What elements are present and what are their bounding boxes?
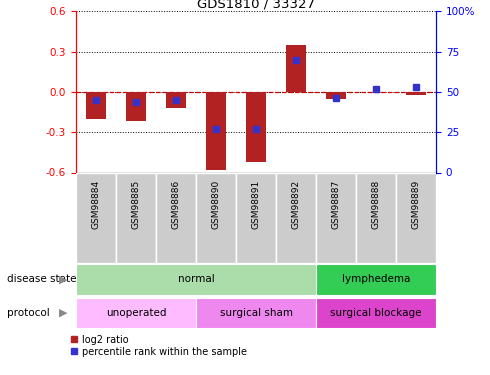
Text: unoperated: unoperated — [106, 308, 166, 318]
Legend: log2 ratio, percentile rank within the sample: log2 ratio, percentile rank within the s… — [71, 335, 246, 357]
Text: surgical blockage: surgical blockage — [330, 308, 422, 318]
Bar — [356, 172, 396, 262]
Text: GSM98890: GSM98890 — [212, 180, 220, 229]
Text: GSM98885: GSM98885 — [131, 180, 141, 229]
Text: ▶: ▶ — [59, 308, 68, 318]
Bar — [76, 298, 196, 328]
Text: GSM98884: GSM98884 — [92, 180, 100, 229]
Bar — [236, 172, 276, 262]
Bar — [206, 92, 226, 170]
Bar — [316, 264, 436, 295]
Text: ▶: ▶ — [59, 274, 68, 284]
Text: normal: normal — [177, 274, 214, 284]
Bar — [86, 92, 106, 119]
Bar — [116, 172, 156, 262]
Text: surgical sham: surgical sham — [220, 308, 293, 318]
Text: GSM98886: GSM98886 — [172, 180, 180, 229]
Bar — [196, 172, 236, 262]
Text: GSM98889: GSM98889 — [412, 180, 420, 229]
Bar — [406, 92, 426, 94]
Text: GSM98892: GSM98892 — [292, 180, 300, 229]
Bar — [76, 172, 116, 262]
Bar — [166, 92, 186, 108]
Bar — [316, 172, 356, 262]
Text: lymphedema: lymphedema — [342, 274, 410, 284]
Bar — [286, 45, 306, 92]
Bar — [196, 298, 316, 328]
Bar — [76, 264, 316, 295]
Bar — [316, 298, 436, 328]
Bar — [156, 172, 196, 262]
Text: GSM98888: GSM98888 — [371, 180, 381, 229]
Text: disease state: disease state — [7, 274, 77, 284]
Bar — [396, 172, 436, 262]
Text: protocol: protocol — [7, 308, 50, 318]
Bar — [246, 92, 266, 162]
Text: GSM98887: GSM98887 — [332, 180, 341, 229]
Text: GSM98891: GSM98891 — [251, 180, 261, 229]
Bar — [276, 172, 316, 262]
Title: GDS1810 / 33327: GDS1810 / 33327 — [197, 0, 315, 10]
Bar — [126, 92, 146, 122]
Bar — [326, 92, 346, 99]
